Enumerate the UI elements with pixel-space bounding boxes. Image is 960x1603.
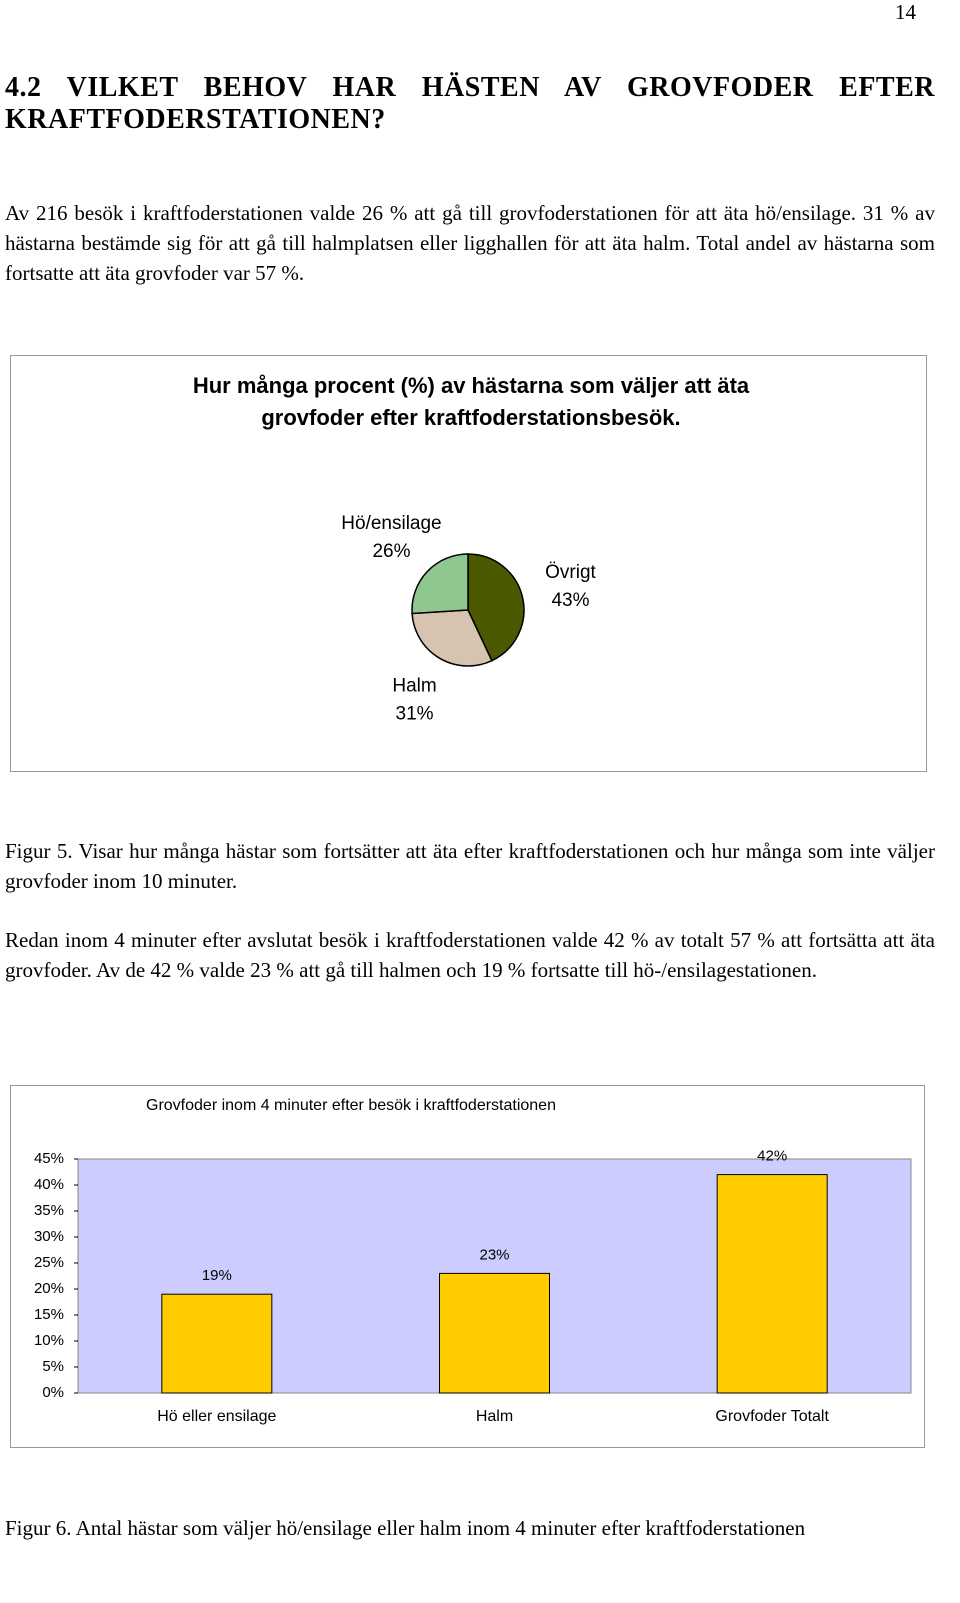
bar-chart: Grovfoder inom 4 minuter efter besök i k… xyxy=(34,1097,912,1425)
bar xyxy=(439,1272,550,1394)
bar xyxy=(161,1293,273,1394)
y-tick-label: 35% xyxy=(34,1202,64,1219)
y-tick-label: 15% xyxy=(34,1306,64,1323)
value-label: 23% xyxy=(479,1246,509,1263)
heading: 4.2 VILKET BEHOV HAR HÄSTEN AV GROVFODER… xyxy=(5,72,935,135)
y-tick-label: 0% xyxy=(42,1384,64,1401)
pie-slice xyxy=(467,553,525,662)
pie-chart: Övrigt 43% Halm 31% Hö/ensilage 26% xyxy=(341,513,596,724)
slice-value-label: 31% xyxy=(396,703,434,724)
bar xyxy=(716,1174,828,1394)
slice-label: Övrigt xyxy=(545,562,596,583)
pie-slice xyxy=(411,553,469,615)
y-tick-label: 30% xyxy=(34,1228,64,1245)
x-tick-label: Grovfoder Totalt xyxy=(715,1408,829,1425)
y-tick-label: 10% xyxy=(34,1332,64,1349)
bar-chart-frame: Grovfoder inom 4 minuter efter besök i k… xyxy=(10,1085,925,1448)
y-tick-label: 20% xyxy=(34,1280,64,1297)
slice-value-label: 26% xyxy=(372,541,410,562)
paragraph: Av 216 besök i kraftfoderstationen valde… xyxy=(5,201,935,285)
caption: Figur 5. Visar hur många hästar som fort… xyxy=(5,839,935,893)
value-label: 19% xyxy=(202,1267,232,1284)
pie-slice xyxy=(411,609,493,667)
slice-label: Halm xyxy=(392,675,436,696)
x-tick-label: Hö eller ensilage xyxy=(157,1408,276,1425)
chart-title: Hur många procent (%) av hästarna som vä… xyxy=(192,373,750,430)
y-tick-label: 40% xyxy=(34,1176,64,1193)
y-tick-label: 5% xyxy=(42,1358,64,1375)
chart-title: Grovfoder inom 4 minuter efter besök i k… xyxy=(146,1097,556,1114)
caption: Figur 6. Antal hästar som väljer hö/ensi… xyxy=(5,1516,806,1540)
x-tick-label: Halm xyxy=(476,1408,513,1425)
slice-label: Hö/ensilage xyxy=(341,513,441,534)
y-tick-label: 45% xyxy=(34,1150,64,1167)
slice-value-label: 43% xyxy=(551,590,589,611)
y-tick-label: 25% xyxy=(34,1254,64,1271)
paragraph: Redan inom 4 minuter efter avslutat besö… xyxy=(5,928,935,982)
page-number: 14 xyxy=(895,0,916,24)
value-label: 42% xyxy=(757,1148,787,1165)
pie-chart-frame: Hur många procent (%) av hästarna som vä… xyxy=(10,355,927,772)
